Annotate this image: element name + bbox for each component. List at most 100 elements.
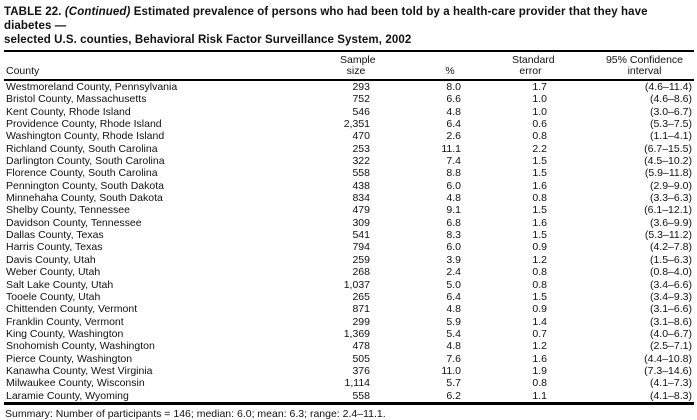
cell-county: Minnehaha County, South Dakota	[6, 192, 163, 205]
cell-confidence-interval: (3.6–9.9)	[649, 216, 692, 229]
cell-percent: 8.3	[446, 229, 461, 242]
table-row: Milwaukee County, Wisconsin 1,114 5.7 0.…	[4, 377, 694, 389]
cell-confidence-interval: (1.5–6.3)	[649, 253, 692, 266]
table-row: Darlington County, South Carolina 322 7.…	[4, 155, 694, 167]
cell-confidence-interval: (4.5–10.2)	[644, 155, 692, 168]
table-row: Tooele County, Utah 265 6.4 1.5 (3.4–9.3…	[4, 291, 694, 303]
table-row: Richland County, South Carolina 253 11.1…	[4, 143, 694, 155]
cell-county: King County, Washington	[6, 327, 124, 340]
cell-percent: 2.4	[446, 266, 461, 279]
column-header-confidence-interval: 95% Confidence interval	[605, 54, 684, 77]
cell-standard-error: 1.9	[532, 364, 547, 377]
cell-standard-error: 1.6	[532, 352, 547, 365]
cell-standard-error: 0.8	[532, 266, 547, 279]
cell-percent: 4.8	[446, 340, 461, 353]
cell-confidence-interval: (4.1–7.3)	[649, 377, 692, 390]
cell-percent: 6.8	[446, 216, 461, 229]
cell-sample-size: 1,369	[343, 327, 370, 340]
cell-sample-size: 558	[352, 389, 370, 402]
column-header-percent: %	[445, 64, 455, 77]
table-row: Laramie County, Wyoming 558 6.2 1.1 (4.1…	[4, 390, 694, 404]
cell-sample-size: 546	[352, 105, 370, 118]
cell-standard-error: 1.1	[532, 389, 547, 402]
cell-standard-error: 1.2	[532, 340, 547, 353]
table-row: Providence County, Rhode Island 2,351 6.…	[4, 118, 694, 130]
cell-percent: 7.6	[446, 352, 461, 365]
cell-confidence-interval: (3.4–9.3)	[649, 290, 692, 303]
summary-line: Summary: Number of participants = 146; m…	[5, 407, 386, 420]
table-row: Kanawha County, West Virginia 376 11.0 1…	[4, 365, 694, 377]
cell-sample-size: 1,114	[344, 377, 371, 390]
cell-sample-size: 259	[352, 253, 370, 266]
cell-percent: 7.4	[446, 155, 461, 168]
cell-sample-size: 505	[352, 352, 370, 365]
cell-sample-size: 2,351	[343, 118, 370, 131]
cell-county: Florence County, South Carolina	[6, 167, 158, 180]
cell-percent: 6.4	[446, 118, 461, 131]
table-row: Franklin County, Vermont 299 5.9 1.4 (3.…	[4, 316, 694, 328]
table-row: Dallas County, Texas 541 8.3 1.5 (5.3–11…	[4, 229, 694, 241]
cell-percent: 5.0	[446, 278, 461, 291]
cell-county: Davidson County, Tennessee	[6, 216, 142, 229]
cell-standard-error: 0.7	[532, 327, 547, 340]
cell-standard-error: 0.9	[532, 241, 547, 254]
cell-county: Chittenden County, Vermont	[6, 303, 138, 316]
table-header: County Sample size % Standard error 95% …	[4, 51, 694, 80]
cell-county: Kanawha County, West Virginia	[6, 364, 153, 377]
cell-standard-error: 1.5	[532, 229, 547, 242]
cell-confidence-interval: (3.1–6.6)	[649, 303, 692, 316]
cell-standard-error: 0.6	[532, 118, 547, 131]
cell-county: Snohomish County, Washington	[6, 340, 155, 353]
cell-county: Davis County, Utah	[6, 253, 96, 266]
cell-percent: 4.8	[446, 105, 461, 118]
cell-sample-size: 438	[352, 179, 370, 192]
column-header-county: County	[6, 64, 40, 77]
cell-percent: 8.0	[446, 81, 461, 93]
cell-confidence-interval: (4.6–11.4)	[644, 81, 692, 93]
cell-standard-error: 0.8	[532, 130, 547, 143]
cell-standard-error: 1.5	[532, 290, 547, 303]
cell-sample-size: 834	[352, 192, 370, 205]
column-header-standard-error: Standard error	[512, 54, 555, 77]
cell-percent: 6.2	[446, 389, 461, 402]
table-row: Florence County, South Carolina 558 8.8 …	[4, 167, 694, 179]
cell-standard-error: 1.4	[532, 315, 547, 328]
cell-sample-size: 541	[352, 229, 370, 242]
cell-confidence-interval: (3.0–6.7)	[649, 105, 692, 118]
cell-county: Washington County, Rhode Island	[6, 130, 165, 143]
cell-county: Pennington County, South Dakota	[6, 179, 164, 192]
table-row: Salt Lake County, Utah 1,037 5.0 0.8 (3.…	[4, 279, 694, 291]
table-title-line1-rest: Estimated prevalence of persons who had …	[4, 6, 648, 32]
cell-percent: 3.9	[446, 253, 461, 266]
cell-confidence-interval: (4.0–6.7)	[649, 327, 692, 340]
table-row: Bristol County, Massachusetts 752 6.6 1.…	[4, 93, 694, 105]
cell-county: Laramie County, Wyoming	[6, 389, 129, 402]
cell-county: Tooele County, Utah	[6, 290, 101, 303]
cell-sample-size: 265	[352, 290, 370, 303]
cell-sample-size: 1,037	[343, 278, 370, 291]
cell-sample-size: 268	[352, 266, 370, 279]
table-row: Kent County, Rhode Island 546 4.8 1.0 (3…	[4, 106, 694, 118]
table-body: Westmoreland County, Pennsylvania 293 8.…	[4, 80, 694, 404]
table-row: Snohomish County, Washington 478 4.8 1.2…	[4, 340, 694, 352]
cell-standard-error: 1.0	[532, 105, 547, 118]
table-row: Harris County, Texas 794 6.0 0.9 (4.2–7.…	[4, 241, 694, 253]
cell-confidence-interval: (6.7–15.5)	[644, 142, 692, 155]
table-row: Shelby County, Tennessee 479 9.1 1.5 (6.…	[4, 204, 694, 216]
cell-confidence-interval: (0.8–4.0)	[649, 266, 692, 279]
cell-confidence-interval: (4.6–8.6)	[649, 93, 692, 106]
table-row: Pierce County, Washington 505 7.6 1.6 (4…	[4, 353, 694, 365]
cell-percent: 6.0	[446, 241, 461, 254]
cell-standard-error: 0.8	[532, 278, 547, 291]
cell-percent: 11.1	[441, 142, 461, 155]
cell-sample-size: 794	[352, 241, 370, 254]
cell-standard-error: 1.5	[532, 204, 547, 217]
prevalence-table: County Sample size % Standard error 95% …	[4, 50, 694, 405]
cell-standard-error: 1.0	[532, 93, 547, 106]
cell-county: Dallas County, Texas	[6, 229, 104, 242]
cell-confidence-interval: (4.1–8.3)	[649, 389, 692, 402]
cell-percent: 11.0	[441, 364, 461, 377]
cell-standard-error: 1.5	[532, 167, 547, 180]
cell-percent: 4.8	[446, 192, 461, 205]
